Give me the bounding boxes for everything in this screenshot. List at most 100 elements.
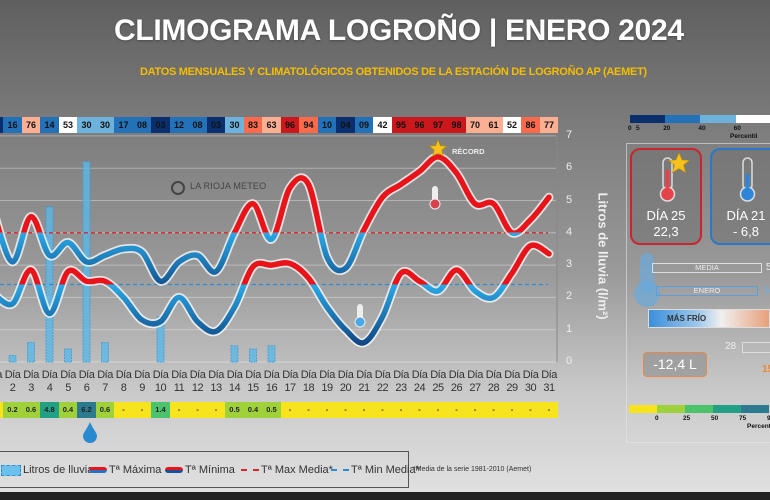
day-label: Día 13 bbox=[207, 369, 226, 395]
media-bar: MEDIA bbox=[652, 263, 762, 273]
percentile-cell: 08 bbox=[132, 117, 152, 133]
day-number: 3 bbox=[28, 382, 34, 394]
day-prefix: Día bbox=[319, 369, 335, 381]
thermometer-cold-icon bbox=[739, 157, 756, 202]
percentile-cell: 08 bbox=[188, 117, 207, 133]
scale-tick: 25 bbox=[683, 415, 691, 422]
day-number: 6 bbox=[83, 382, 90, 394]
day-label: Día 20 bbox=[336, 369, 355, 395]
rain-difference: -12,4 L bbox=[643, 352, 707, 377]
day-number: 26 bbox=[450, 382, 463, 394]
rain-cell: - bbox=[0, 402, 4, 418]
day-prefix: Día bbox=[467, 369, 483, 381]
percentile-cell: 95 bbox=[391, 117, 411, 133]
rain-cell: 0.4 bbox=[243, 402, 263, 418]
day-number: 16 bbox=[265, 382, 278, 394]
scale-tick: 5 bbox=[636, 125, 640, 132]
rain-cell: - bbox=[336, 402, 355, 418]
percentile-cell: 97 bbox=[428, 117, 448, 133]
y-tick: 1 bbox=[566, 322, 573, 335]
scale-tick: 60 bbox=[733, 125, 741, 132]
y-tick: 6 bbox=[566, 161, 573, 174]
percentile-cell: 14 bbox=[40, 117, 59, 133]
day-label: Día 9 bbox=[133, 369, 152, 395]
rain-bar bbox=[27, 342, 35, 363]
rain-swatch-icon bbox=[1, 464, 21, 476]
min-swatch-icon bbox=[165, 467, 183, 473]
scale-swatch bbox=[700, 115, 736, 123]
scale-tick: 0 bbox=[655, 415, 659, 422]
day-label: Día 27 bbox=[466, 369, 485, 395]
percentile-cell: 10 bbox=[317, 117, 337, 133]
scale-swatch bbox=[713, 405, 741, 413]
day-prefix: Día bbox=[4, 369, 21, 381]
page-title: CLIMOGRAMA LOGROÑO | ENERO 2024 bbox=[114, 14, 684, 47]
day-prefix: Día bbox=[152, 369, 169, 381]
day-label: Día 15 bbox=[244, 369, 263, 395]
rain-cell: 0.2 bbox=[3, 402, 22, 418]
day-prefix: Día bbox=[411, 369, 428, 381]
percentile-cell: 94 bbox=[299, 117, 318, 133]
day-prefix: Día bbox=[337, 369, 354, 381]
rain-cell: 0.6 bbox=[95, 402, 115, 418]
day-number: 23 bbox=[395, 382, 407, 394]
percentile-cell: 30 bbox=[95, 117, 115, 133]
day-number: 22 bbox=[376, 382, 389, 394]
max-mean-swatch-icon bbox=[241, 469, 259, 471]
scale-title: Percentil bbox=[730, 133, 758, 140]
rain-bar bbox=[267, 345, 276, 363]
bottom-border bbox=[0, 492, 770, 500]
scale-title: Percentil bbox=[747, 423, 770, 430]
day-number: 19 bbox=[321, 382, 333, 394]
percentile-cell: 4 bbox=[0, 117, 4, 133]
rain-cell: - bbox=[132, 402, 152, 418]
day-prefix: Día bbox=[504, 369, 520, 381]
day-number: 30 bbox=[524, 382, 537, 394]
count-bar bbox=[742, 342, 770, 353]
legend-max-mean: Tª Max Media* bbox=[241, 464, 333, 476]
enero-bar: ENERO bbox=[656, 286, 758, 296]
scale-tick: 0 bbox=[628, 125, 632, 132]
rain-cell: - bbox=[465, 402, 485, 418]
percentile-cell: 76 bbox=[21, 117, 41, 133]
day-label: Día 23 bbox=[392, 369, 411, 395]
thermometer-hot-icon bbox=[659, 157, 676, 202]
day-number: 9 bbox=[139, 382, 145, 394]
rain-cell: 0.6 bbox=[21, 402, 41, 418]
scale-swatch bbox=[665, 115, 701, 123]
day-prefix: Día bbox=[356, 369, 372, 381]
thermometer-max-icon bbox=[429, 186, 441, 210]
day-number: 13 bbox=[210, 382, 222, 394]
day-label: Día 24 bbox=[410, 369, 429, 395]
day-prefix: Día bbox=[115, 369, 132, 381]
day-prefix: Día bbox=[485, 369, 502, 381]
legend-min-mean: Tª Min Media* bbox=[331, 464, 420, 476]
rain-cell: - bbox=[521, 402, 540, 418]
scale-tick: 50 bbox=[711, 415, 719, 422]
day-label: Día 8 bbox=[114, 369, 133, 395]
day-label: Día 12 bbox=[188, 369, 207, 395]
logo-icon bbox=[171, 181, 185, 195]
colder-label: MÁS FRÍO bbox=[667, 314, 707, 323]
day-label: Día 10 bbox=[151, 369, 170, 395]
rain-cell: - bbox=[317, 402, 337, 418]
day-number: 21 bbox=[358, 382, 370, 394]
legend-min: Tª Mínima bbox=[165, 464, 235, 476]
rain-cell: 0.4 bbox=[58, 402, 78, 418]
max-swatch-icon bbox=[89, 467, 107, 473]
enero-value: 5 bbox=[764, 285, 770, 296]
coldest-day: DÍA 21 bbox=[726, 208, 766, 223]
day-label: Día 17 bbox=[281, 369, 300, 395]
percentile-cell: 86 bbox=[521, 117, 540, 133]
day-label: Día 31 bbox=[540, 369, 559, 395]
day-label: Día 6 bbox=[77, 369, 96, 395]
thermometer-min-icon bbox=[354, 304, 366, 328]
scale-swatch bbox=[629, 405, 657, 413]
percentile-cell: 61 bbox=[484, 117, 503, 133]
day-number: 17 bbox=[284, 382, 296, 394]
scale-swatch bbox=[735, 115, 770, 123]
scale-swatch bbox=[630, 115, 666, 123]
day-label: Día 3 bbox=[22, 369, 41, 395]
